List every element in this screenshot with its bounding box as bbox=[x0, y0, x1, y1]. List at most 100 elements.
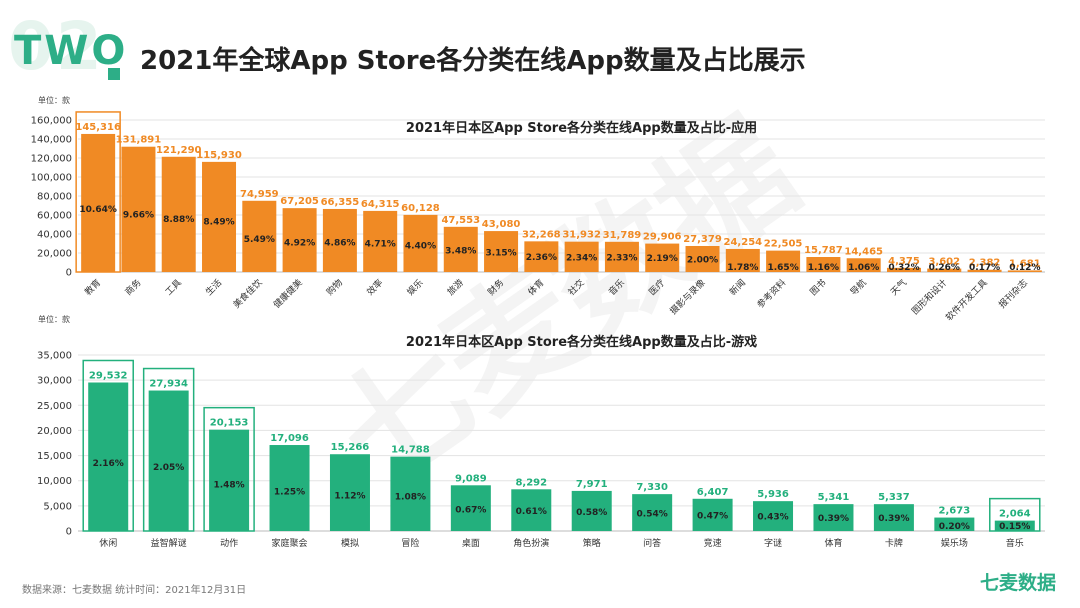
value-label: 2,382 bbox=[969, 258, 1001, 269]
y-tick-label: 15,000 bbox=[37, 451, 72, 462]
y-tick-label: 140,000 bbox=[31, 135, 72, 146]
percent-label: 1.78% bbox=[727, 263, 758, 273]
value-label: 27,934 bbox=[149, 379, 188, 390]
bar bbox=[329, 454, 370, 531]
value-label: 43,080 bbox=[482, 219, 521, 230]
bar bbox=[886, 267, 921, 272]
bar bbox=[604, 241, 639, 272]
category-label: 摄影与录像 bbox=[667, 277, 707, 317]
percent-label: 9.66% bbox=[123, 211, 154, 221]
percent-label: 4.92% bbox=[284, 238, 315, 248]
bar bbox=[484, 231, 519, 272]
y-tick-label: 80,000 bbox=[37, 192, 72, 203]
y-tick-label: 60,000 bbox=[37, 211, 72, 222]
y-tick-label: 10,000 bbox=[37, 476, 72, 487]
value-label: 6,407 bbox=[697, 487, 729, 498]
category-label: 桌面 bbox=[462, 537, 480, 549]
category-label: 教育 bbox=[82, 277, 103, 298]
percent-label: 3.48% bbox=[445, 247, 476, 257]
value-label: 5,341 bbox=[818, 492, 850, 503]
value-label: 32,268 bbox=[522, 229, 561, 240]
bar bbox=[282, 208, 317, 272]
y-tick-label: 25,000 bbox=[37, 401, 72, 412]
percent-label: 10.64% bbox=[79, 205, 117, 215]
bar bbox=[269, 445, 310, 531]
highlight-box bbox=[82, 359, 134, 532]
category-label: 天气 bbox=[888, 277, 909, 298]
y-tick-label: 0 bbox=[66, 527, 72, 538]
y-tick-label: 20,000 bbox=[37, 426, 72, 437]
percent-label: 3.15% bbox=[485, 249, 516, 259]
category-label: 生活 bbox=[203, 277, 224, 298]
percent-label: 4.86% bbox=[324, 239, 355, 249]
bar bbox=[967, 269, 1002, 272]
y-tick-label: 5,000 bbox=[43, 501, 72, 512]
bar bbox=[242, 200, 277, 272]
value-label: 22,505 bbox=[764, 239, 803, 250]
category-label: 旅游 bbox=[445, 277, 466, 298]
value-label: 31,932 bbox=[562, 230, 601, 241]
bar bbox=[813, 504, 854, 531]
category-label: 商务 bbox=[122, 277, 143, 298]
bar bbox=[927, 268, 962, 272]
bar bbox=[524, 241, 559, 272]
category-label: 医疗 bbox=[646, 277, 667, 298]
highlight-box bbox=[75, 111, 121, 273]
value-label: 17,096 bbox=[270, 433, 309, 444]
chart-title: 2021年日本区App Store各分类在线App数量及占比-应用 bbox=[406, 120, 757, 136]
percent-label: 0.32% bbox=[888, 263, 919, 273]
value-label: 3,602 bbox=[928, 257, 960, 268]
percent-label: 2.00% bbox=[687, 255, 718, 265]
value-label: 29,532 bbox=[89, 370, 128, 381]
bar bbox=[994, 520, 1035, 531]
value-label: 5,936 bbox=[757, 489, 789, 500]
category-label: 体育 bbox=[525, 277, 546, 298]
category-label: 益智解谜 bbox=[151, 537, 187, 549]
value-label: 24,254 bbox=[724, 237, 763, 248]
percent-label: 2.19% bbox=[647, 254, 678, 264]
category-label: 财务 bbox=[485, 277, 506, 298]
bar bbox=[148, 390, 189, 531]
percent-label: 1.25% bbox=[274, 487, 305, 497]
section-word: TWO bbox=[14, 28, 129, 74]
category-label: 家庭聚会 bbox=[272, 537, 308, 549]
bar bbox=[846, 258, 881, 272]
y-tick-label: 0 bbox=[66, 268, 72, 279]
value-label: 31,789 bbox=[603, 230, 642, 241]
percent-label: 0.58% bbox=[576, 508, 607, 518]
percent-label: 8.88% bbox=[163, 215, 194, 225]
bar bbox=[161, 156, 196, 272]
category-label: 社交 bbox=[566, 277, 587, 298]
category-label: 问答 bbox=[643, 537, 661, 549]
category-label: 参考资料 bbox=[754, 277, 788, 311]
bar bbox=[1007, 270, 1042, 272]
bar bbox=[564, 241, 599, 272]
percent-label: 1.16% bbox=[808, 263, 839, 273]
category-label: 娱乐场 bbox=[941, 537, 968, 549]
value-label: 145,316 bbox=[75, 122, 121, 133]
percent-label: 1.06% bbox=[848, 263, 879, 273]
category-label: 角色扮演 bbox=[513, 537, 549, 549]
bar bbox=[753, 501, 794, 531]
percent-label: 2.36% bbox=[526, 253, 557, 263]
value-label: 9,089 bbox=[455, 473, 487, 484]
unit-label: 单位：款 bbox=[38, 95, 70, 105]
percent-label: 1.48% bbox=[213, 480, 244, 490]
value-label: 74,959 bbox=[240, 189, 279, 200]
category-label: 体育 bbox=[824, 537, 842, 549]
percent-label: 8.49% bbox=[203, 217, 234, 227]
value-label: 14,788 bbox=[391, 445, 430, 456]
value-label: 64,315 bbox=[361, 199, 400, 210]
percent-label: 4.71% bbox=[365, 240, 396, 250]
value-label: 15,266 bbox=[331, 442, 370, 453]
bar bbox=[685, 245, 720, 272]
section-number: 02 bbox=[8, 8, 104, 85]
value-label: 27,379 bbox=[683, 234, 722, 245]
percent-label: 2.33% bbox=[606, 253, 637, 263]
y-tick-label: 30,000 bbox=[37, 376, 72, 387]
value-label: 2,064 bbox=[999, 509, 1031, 520]
value-label: 66,355 bbox=[321, 197, 360, 208]
page-title: 2021年全球App Store各分类在线App数量及占比展示 bbox=[140, 46, 806, 76]
percent-label: 2.34% bbox=[566, 253, 597, 263]
value-label: 121,290 bbox=[156, 145, 202, 156]
